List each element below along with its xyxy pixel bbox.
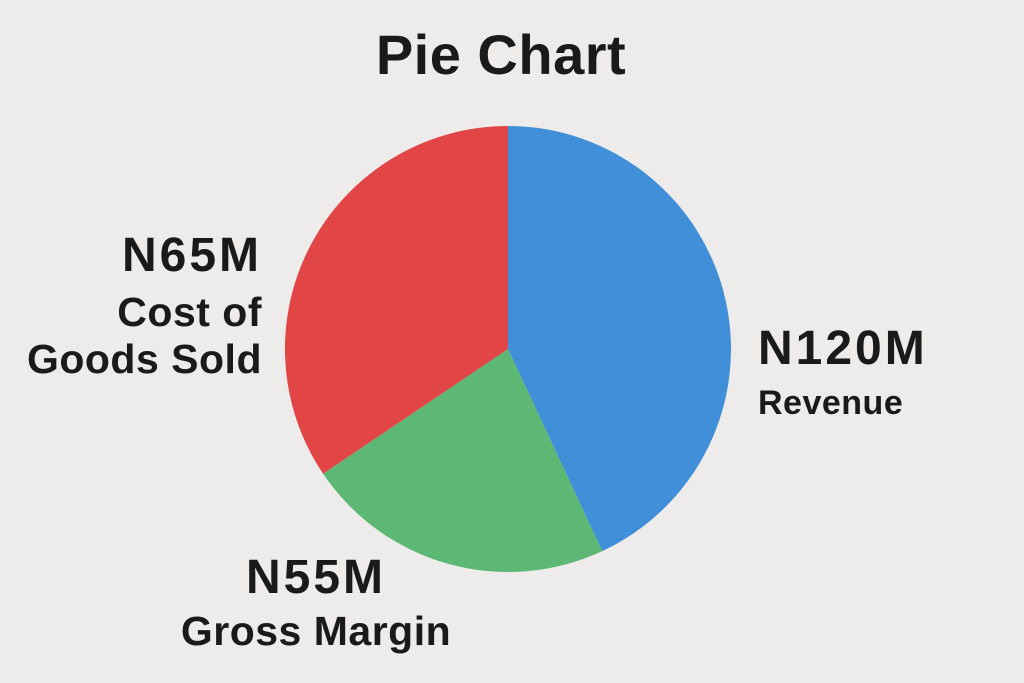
- segment-name-cost-of-goods-sold: Cost of Goods Sold: [27, 289, 262, 383]
- segment-value-cost-of-goods-sold: N65M: [121, 229, 262, 282]
- segment-value-gross-margin: N55M: [245, 551, 387, 604]
- label-gross-margin: N55M Gross Margin: [181, 549, 451, 655]
- pie-slice-cost-of-goods-sold: [284, 125, 508, 474]
- segment-value-revenue: N120M: [758, 322, 928, 375]
- pie-slice-gross-margin: [323, 349, 603, 573]
- label-revenue: N120M Revenue: [758, 320, 928, 423]
- segment-name-line: Goods Sold: [26, 335, 262, 382]
- label-cost-of-goods-sold: N65M Cost of Goods Sold: [27, 227, 262, 383]
- segment-name-line: Cost of: [117, 288, 262, 335]
- segment-name-line: Gross Margin: [180, 607, 452, 654]
- segment-name-line: Revenue: [758, 383, 904, 422]
- segment-name-revenue: Revenue: [758, 384, 928, 423]
- segment-name-gross-margin: Gross Margin: [181, 608, 451, 655]
- pie-chart: [284, 125, 732, 573]
- chart-title: Pie Chart: [375, 23, 627, 86]
- pie-slice-revenue: [508, 125, 732, 552]
